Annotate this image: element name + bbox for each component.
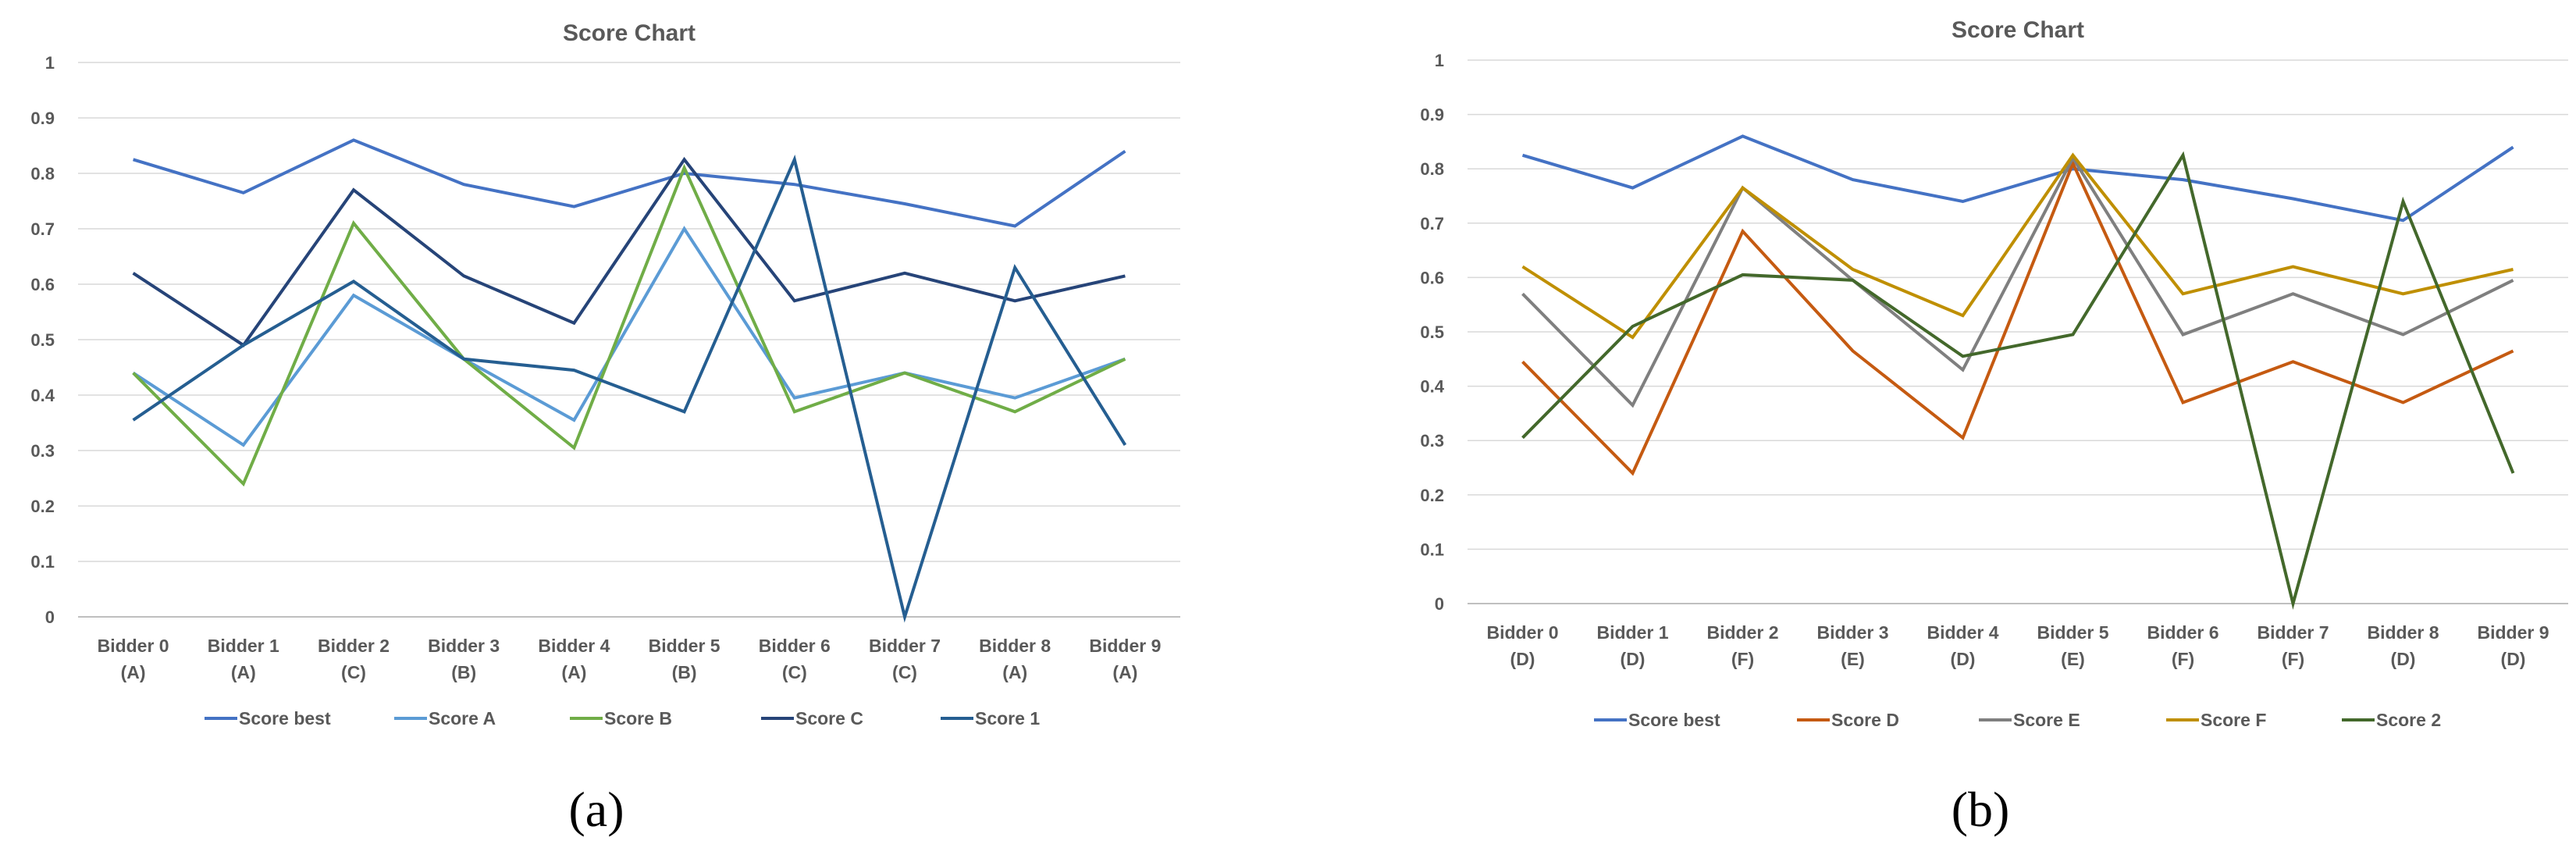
chart-title: Score Chart xyxy=(563,20,696,46)
legend-item: Score C xyxy=(761,708,863,729)
panel-label: (b) xyxy=(1952,782,2010,837)
legend-label: Score F xyxy=(2201,710,2266,730)
x-category-label: Bidder 3 (E) xyxy=(1816,622,1888,669)
chart-panel-0: Score Chart 0 0.1 0.2 0.3 0.4 0.5 0.6 0.7 0.8 0.9 1… xyxy=(30,20,1180,837)
x-category-label: Bidder 8 (A) xyxy=(979,636,1051,682)
legend-item: Score D xyxy=(1797,710,1899,730)
series-line-score-f xyxy=(1521,152,2514,340)
y-tick-label: 0.7 xyxy=(1420,214,1444,233)
y-tick-label: 0.2 xyxy=(30,497,55,516)
y-tick-label: 0.4 xyxy=(30,386,55,405)
x-category-label: Bidder 5 (B) xyxy=(649,636,720,682)
legend-item: Score best xyxy=(1594,710,1720,730)
panel-label: (a) xyxy=(568,782,624,837)
y-tick-label: 0.8 xyxy=(30,164,55,183)
x-category-label: Bidder 7 (F) xyxy=(2257,622,2329,669)
series-line-score-a xyxy=(132,226,1126,447)
y-tick-label: 0.8 xyxy=(1420,159,1444,179)
legend-label: Score best xyxy=(1628,710,1720,730)
x-category-label: Bidder 6 (C) xyxy=(759,636,831,682)
legend-label: Score A xyxy=(429,708,496,729)
series-line-score-c xyxy=(132,156,1126,347)
legend-item: Score E xyxy=(1979,710,2080,730)
x-category-label: Bidder 4 (A) xyxy=(538,636,610,682)
series-line-score-e xyxy=(1521,155,2514,408)
legend-item: Score A xyxy=(394,708,496,729)
legend-item: Score F xyxy=(2166,710,2266,730)
y-tick-label: 1 xyxy=(45,53,55,73)
series-line-score-b xyxy=(132,163,1126,487)
x-category-label: Bidder 1 (A) xyxy=(208,636,279,682)
y-tick-label: 0.5 xyxy=(1420,322,1444,342)
x-category-label: Bidder 9 (A) xyxy=(1089,636,1161,682)
y-tick-label: 0.6 xyxy=(30,275,55,294)
x-category-label: Bidder 6 (F) xyxy=(2147,622,2218,669)
y-tick-label: 0.2 xyxy=(1420,486,1444,505)
series-line-score-1 xyxy=(132,155,1127,623)
legend-label: Score B xyxy=(604,708,672,729)
x-category-label: Bidder 8 (D) xyxy=(2367,622,2439,669)
x-category-label: Bidder 7 (C) xyxy=(869,636,941,682)
x-category-label: Bidder 0 (A) xyxy=(98,636,169,682)
x-category-label: Bidder 9 (D) xyxy=(2477,622,2549,669)
y-tick-label: 0.1 xyxy=(1420,540,1444,559)
y-tick-label: 0.3 xyxy=(30,441,55,461)
legend-item: Score B xyxy=(570,708,672,729)
series-line-score-d xyxy=(1521,159,2514,476)
y-tick-label: 0 xyxy=(45,607,55,627)
series-line-score-best xyxy=(133,138,1126,228)
series-line-score-best xyxy=(1521,134,2514,223)
legend-label: Score best xyxy=(239,708,331,729)
x-category-label: Bidder 5 (E) xyxy=(2037,622,2108,669)
y-tick-label: 0.5 xyxy=(30,330,55,350)
legend-label: Score D xyxy=(1831,710,1899,730)
series-line-score-2 xyxy=(1521,151,2515,610)
x-category-label: Bidder 0 (D) xyxy=(1486,622,1558,669)
y-tick-label: 0.4 xyxy=(1420,377,1444,397)
x-category-label: Bidder 4 (D) xyxy=(1927,622,1998,669)
y-tick-label: 0.6 xyxy=(1420,268,1444,287)
legend-label: Score E xyxy=(2013,710,2080,730)
y-tick-label: 0.9 xyxy=(30,109,55,128)
y-tick-label: 0.1 xyxy=(30,552,55,572)
legend-label: Score 1 xyxy=(975,708,1040,729)
y-tick-label: 0 xyxy=(1435,594,1444,614)
x-category-label: Bidder 2 (F) xyxy=(1706,622,1778,669)
legend-label: Score C xyxy=(795,708,863,729)
y-tick-label: 0.7 xyxy=(30,219,55,239)
legend-item: Score 2 xyxy=(2342,710,2441,730)
legend-item: Score 1 xyxy=(941,708,1040,729)
x-category-label: Bidder 3 (B) xyxy=(428,636,500,682)
legend-label: Score 2 xyxy=(2376,710,2441,730)
y-tick-label: 0.9 xyxy=(1420,105,1444,125)
x-category-label: Bidder 2 (C) xyxy=(318,636,390,682)
y-tick-label: 1 xyxy=(1435,51,1444,70)
chart-panel-1: Score Chart 0 0.1 0.2 0.3 0.4 0.5 0.6 0.7 0.8 0.9 1… xyxy=(1420,17,2568,837)
x-category-label: Bidder 1 (D) xyxy=(1596,622,1668,669)
y-tick-label: 0.3 xyxy=(1420,431,1444,451)
legend-item: Score best xyxy=(205,708,331,729)
chart-title: Score Chart xyxy=(1952,17,2084,43)
